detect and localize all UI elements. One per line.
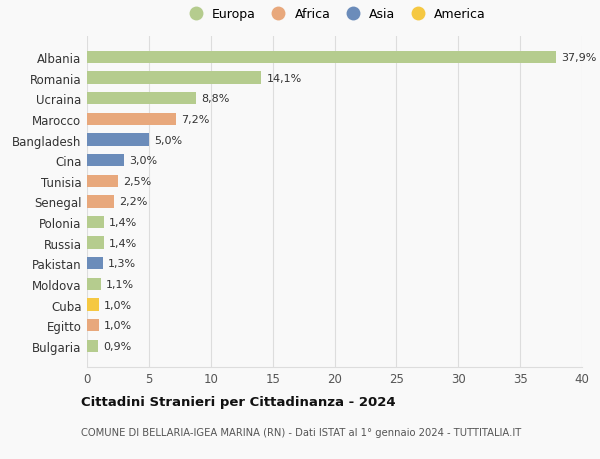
Legend: Europa, Africa, Asia, America: Europa, Africa, Asia, America (178, 3, 491, 26)
Text: 5,0%: 5,0% (154, 135, 182, 145)
Text: 1,4%: 1,4% (109, 238, 137, 248)
Bar (87, 93, 196, 105)
Text: 3,0%: 3,0% (129, 156, 157, 166)
Bar (87, 175, 118, 188)
Text: 2,5%: 2,5% (123, 176, 151, 186)
Text: 0,9%: 0,9% (103, 341, 131, 351)
Text: 1,3%: 1,3% (108, 259, 136, 269)
Text: 7,2%: 7,2% (181, 115, 209, 125)
Text: 8,8%: 8,8% (201, 94, 229, 104)
Text: 37,9%: 37,9% (561, 53, 596, 63)
Bar (87, 237, 104, 249)
Bar (87, 196, 114, 208)
Bar (87, 340, 98, 352)
Text: Cittadini Stranieri per Cittadinanza - 2024: Cittadini Stranieri per Cittadinanza - 2… (81, 395, 395, 408)
Bar (87, 73, 262, 84)
Bar (87, 134, 149, 146)
Bar (87, 299, 100, 311)
Bar (87, 257, 103, 270)
Bar (87, 113, 176, 126)
Text: 14,1%: 14,1% (266, 73, 302, 84)
Bar (87, 278, 101, 291)
Bar (87, 155, 124, 167)
Text: 2,2%: 2,2% (119, 197, 148, 207)
Bar (87, 319, 100, 331)
Text: 1,1%: 1,1% (106, 279, 134, 289)
Text: COMUNE DI BELLARIA-IGEA MARINA (RN) - Dati ISTAT al 1° gennaio 2024 - TUTTITALIA: COMUNE DI BELLARIA-IGEA MARINA (RN) - Da… (81, 427, 521, 437)
Text: 1,0%: 1,0% (104, 300, 133, 310)
Text: 1,4%: 1,4% (109, 218, 137, 228)
Bar (87, 216, 104, 229)
Bar (87, 52, 556, 64)
Text: 1,0%: 1,0% (104, 320, 133, 330)
